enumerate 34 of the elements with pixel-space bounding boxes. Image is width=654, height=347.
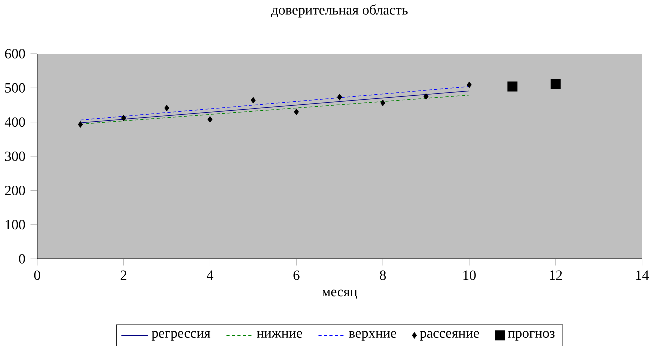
point — [78, 122, 84, 128]
point — [424, 94, 429, 100]
x-tick-label: 6 — [294, 270, 300, 280]
legend-label: нижние — [257, 332, 302, 338]
point — [251, 98, 256, 104]
point — [164, 105, 170, 112]
legend-label: рассеяние — [420, 332, 480, 342]
point — [550, 80, 561, 90]
y-tick-label: 400 — [4, 118, 26, 128]
chart-title: доверительная область — [271, 4, 408, 18]
x-tick-label: 4 — [207, 270, 214, 280]
y-tick-label: 300 — [5, 152, 26, 162]
x-tick-label: 10 — [464, 270, 476, 280]
x-tick-label: 0 — [34, 270, 40, 280]
y-tick-label: 600 — [5, 49, 26, 59]
y-tick-label: 200 — [5, 186, 26, 196]
x-tick-label: 2 — [120, 270, 127, 280]
x-tick-label: 8 — [380, 270, 386, 280]
point — [467, 82, 472, 88]
point — [380, 100, 386, 107]
legend-label: регрессия — [152, 332, 211, 342]
point — [208, 116, 213, 123]
point — [508, 82, 518, 92]
y-tick-label: 0 — [19, 254, 26, 264]
y-tick-label: 100 — [6, 220, 26, 230]
legend-label: прогноз — [508, 332, 555, 342]
x-tick-label: 14 — [636, 270, 650, 280]
x-axis-title: месяц — [322, 290, 358, 300]
y-tick-label: 500 — [6, 84, 26, 94]
point — [294, 109, 300, 116]
point — [121, 115, 126, 122]
legend-label: верхние — [349, 332, 396, 342]
point — [337, 94, 342, 101]
x-tick-label: 12 — [550, 270, 562, 280]
